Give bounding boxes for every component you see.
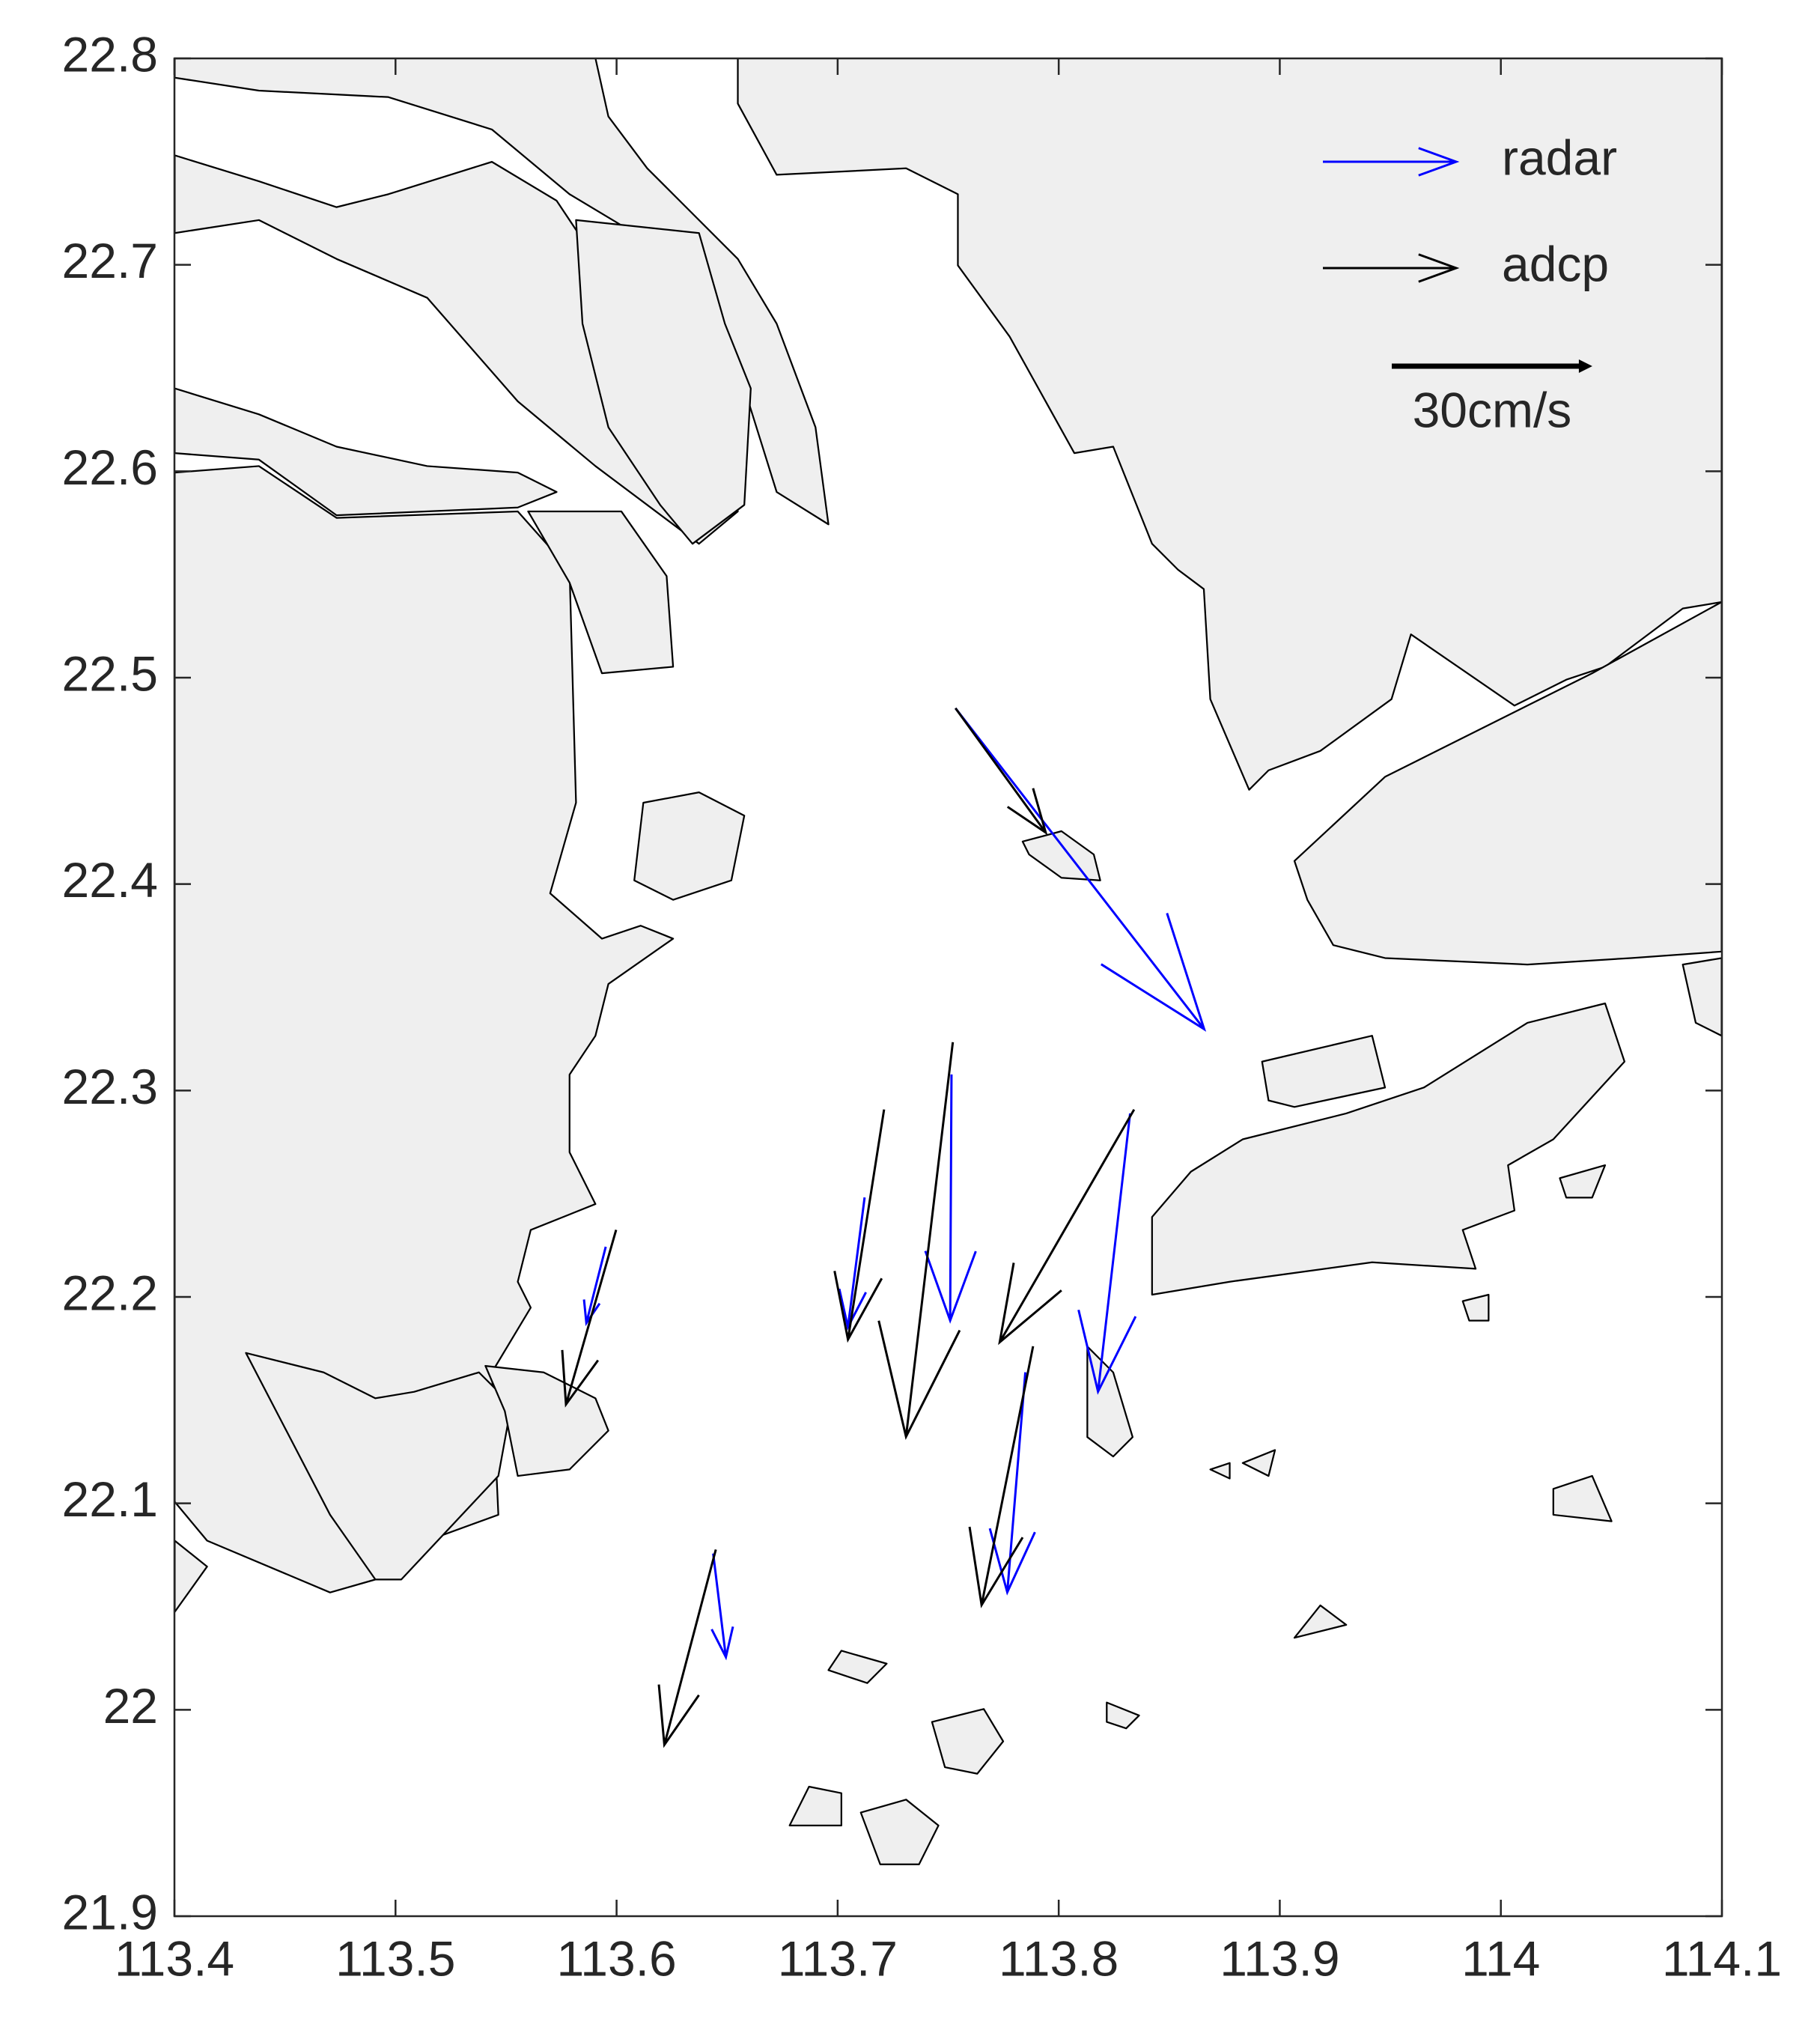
velocity-arrow bbox=[955, 707, 1048, 836]
y-tick-label: 21.9 bbox=[62, 1884, 158, 1939]
velocity-arrow bbox=[657, 1549, 717, 1748]
velocity-arrow bbox=[988, 1372, 1036, 1596]
axes-box bbox=[173, 57, 1723, 1918]
reference-label: 30cm/s bbox=[1413, 382, 1572, 437]
velocity-arrow bbox=[955, 707, 1207, 1032]
x-tick-label: 114 bbox=[1461, 1930, 1540, 1986]
x-tick-label: 113.5 bbox=[335, 1930, 455, 1986]
x-tick-label: 113.6 bbox=[556, 1930, 676, 1986]
x-tick-label: 113.7 bbox=[778, 1930, 898, 1986]
legend-swatch bbox=[1323, 253, 1460, 283]
velocity-arrow bbox=[582, 1246, 607, 1327]
reference-arrowhead bbox=[1578, 359, 1592, 373]
velocity-arrow bbox=[998, 1108, 1136, 1346]
velocity-arrow bbox=[877, 1042, 961, 1441]
legend-swatch bbox=[1323, 147, 1460, 177]
y-tick-label: 22.8 bbox=[62, 26, 158, 82]
y-tick-label: 22 bbox=[103, 1678, 158, 1733]
velocity-arrow bbox=[833, 1109, 886, 1343]
velocity-arrow bbox=[838, 1197, 867, 1331]
velocity-arrow bbox=[924, 1074, 977, 1324]
coastline-map bbox=[174, 58, 1722, 1865]
y-tick-label: 22.4 bbox=[62, 852, 158, 908]
velocity-arrow bbox=[968, 1346, 1035, 1608]
x-tick-label: 114.1 bbox=[1662, 1930, 1782, 1986]
x-tick-label: 113.9 bbox=[1220, 1930, 1339, 1986]
velocity-arrow bbox=[1077, 1113, 1137, 1395]
x-tick-label: 113.4 bbox=[115, 1930, 234, 1986]
legend-label: radar bbox=[1502, 130, 1617, 185]
legend-label: adcp bbox=[1502, 236, 1609, 291]
y-tick-label: 22.1 bbox=[62, 1471, 158, 1527]
y-tick-label: 22.3 bbox=[62, 1059, 158, 1114]
velocity-arrow bbox=[561, 1229, 618, 1408]
y-tick-label: 22.2 bbox=[62, 1265, 158, 1320]
y-tick-label: 22.6 bbox=[62, 440, 158, 495]
y-tick-label: 22.7 bbox=[62, 233, 158, 288]
x-tick-label: 113.8 bbox=[999, 1930, 1119, 1986]
velocity-arrow bbox=[710, 1553, 734, 1661]
y-tick-label: 22.5 bbox=[62, 645, 158, 701]
